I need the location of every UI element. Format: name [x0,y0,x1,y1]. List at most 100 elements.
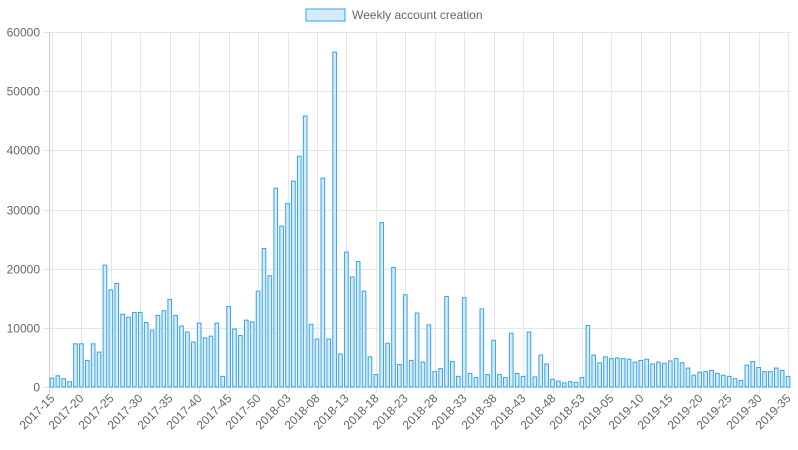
bar[interactable] [326,338,332,388]
bar[interactable] [414,312,420,388]
bar[interactable] [179,325,184,388]
bar[interactable] [349,276,355,388]
bar[interactable] [102,264,108,388]
bar[interactable] [609,358,614,388]
bar[interactable] [114,282,120,388]
bar[interactable] [143,322,149,388]
bar[interactable] [73,343,78,388]
bar[interactable] [238,335,243,388]
bar[interactable] [756,366,761,388]
bar[interactable] [155,314,161,388]
bar[interactable] [656,361,661,388]
bar[interactable] [61,378,67,388]
bar[interactable] [279,225,284,388]
bar[interactable] [726,375,732,388]
bar[interactable] [573,381,579,388]
bar[interactable] [308,323,314,388]
bar[interactable] [779,369,785,388]
bar[interactable] [185,331,190,388]
bar[interactable] [367,356,373,388]
bar[interactable] [167,298,173,388]
bar[interactable] [550,378,555,388]
bar[interactable] [355,261,361,388]
bar[interactable] [597,362,602,388]
bar[interactable] [497,374,502,388]
bar[interactable] [137,311,143,388]
bar[interactable] [744,364,750,388]
bar[interactable] [420,361,426,388]
bar[interactable] [408,359,414,388]
bar[interactable] [291,180,296,388]
bar[interactable] [473,377,479,388]
bar[interactable] [108,289,114,388]
bar[interactable] [514,372,520,388]
bar[interactable] [385,342,390,388]
bar[interactable] [296,155,302,388]
bar[interactable] [226,306,231,388]
bar[interactable] [626,358,632,388]
bar[interactable] [190,341,196,388]
bar[interactable] [232,328,237,388]
bar[interactable] [614,357,620,388]
bar[interactable] [96,351,102,388]
bar[interactable] [720,374,726,388]
bar[interactable] [426,324,432,388]
bar[interactable] [67,381,72,388]
bar[interactable] [638,359,644,388]
bar[interactable] [402,294,408,388]
bar[interactable] [79,343,84,388]
bar[interactable] [432,371,438,388]
bar[interactable] [785,375,791,388]
bar[interactable] [302,115,308,388]
bar[interactable] [750,361,756,388]
bar[interactable] [768,371,773,388]
bar[interactable] [273,187,279,388]
bar[interactable] [249,321,255,388]
bar[interactable] [762,371,767,388]
bar[interactable] [544,363,549,388]
bar[interactable] [438,368,443,388]
bar[interactable] [161,310,167,388]
bar[interactable] [491,339,496,388]
bar[interactable] [644,358,650,388]
bar[interactable] [567,381,573,388]
bar[interactable] [461,297,467,388]
bar[interactable] [561,382,567,388]
bar[interactable] [479,308,485,388]
bar[interactable] [314,338,320,388]
bar[interactable] [738,379,744,388]
bar[interactable] [338,353,343,388]
bar[interactable] [84,359,90,388]
bar[interactable] [532,376,538,388]
bar[interactable] [773,367,779,388]
bar[interactable] [55,375,61,388]
bar[interactable] [579,377,585,388]
chart-legend[interactable]: Weekly account creation [305,8,483,22]
bar[interactable] [444,295,449,388]
bar[interactable] [255,290,261,388]
bar[interactable] [120,313,125,388]
bar[interactable] [267,275,273,388]
bar[interactable] [691,374,697,388]
bar[interactable] [485,374,491,388]
bar[interactable] [173,314,178,388]
bar[interactable] [261,248,267,388]
bar[interactable] [149,329,155,388]
bar[interactable] [320,177,326,388]
bar[interactable] [397,364,402,388]
bar[interactable] [243,319,249,388]
bar[interactable] [508,332,514,388]
bar[interactable] [220,375,226,388]
bar[interactable] [450,361,455,388]
bar[interactable] [503,377,508,388]
bar[interactable] [391,266,396,388]
bar[interactable] [650,363,655,388]
bar[interactable] [709,369,714,388]
bar[interactable] [703,371,708,388]
bar[interactable] [556,380,561,388]
bar[interactable] [715,372,720,388]
bar[interactable] [455,375,461,388]
bar[interactable] [632,361,638,388]
bar[interactable] [373,374,379,388]
bar[interactable] [90,343,96,388]
